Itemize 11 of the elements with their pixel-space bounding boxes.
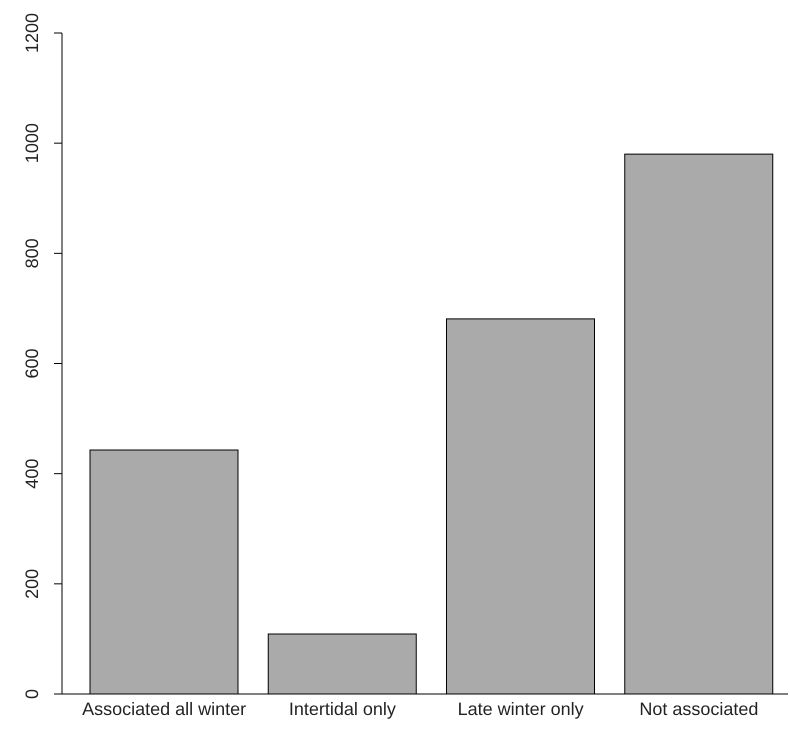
- y-tick-label: 800: [22, 238, 42, 268]
- x-tick-label: Late winter only: [458, 698, 584, 719]
- y-tick-label: 600: [22, 348, 42, 379]
- x-tick-label: Intertidal only: [288, 698, 396, 719]
- x-tick-label: Associated all winter: [82, 698, 246, 719]
- y-tick-label: 400: [22, 458, 42, 489]
- y-tick-label: 0: [22, 688, 42, 700]
- x-tick-label: Not associated: [639, 698, 758, 719]
- y-tick-label: 200: [22, 568, 42, 599]
- y-tick-label: 1000: [22, 123, 42, 164]
- y-tick-label: 1200: [22, 12, 42, 54]
